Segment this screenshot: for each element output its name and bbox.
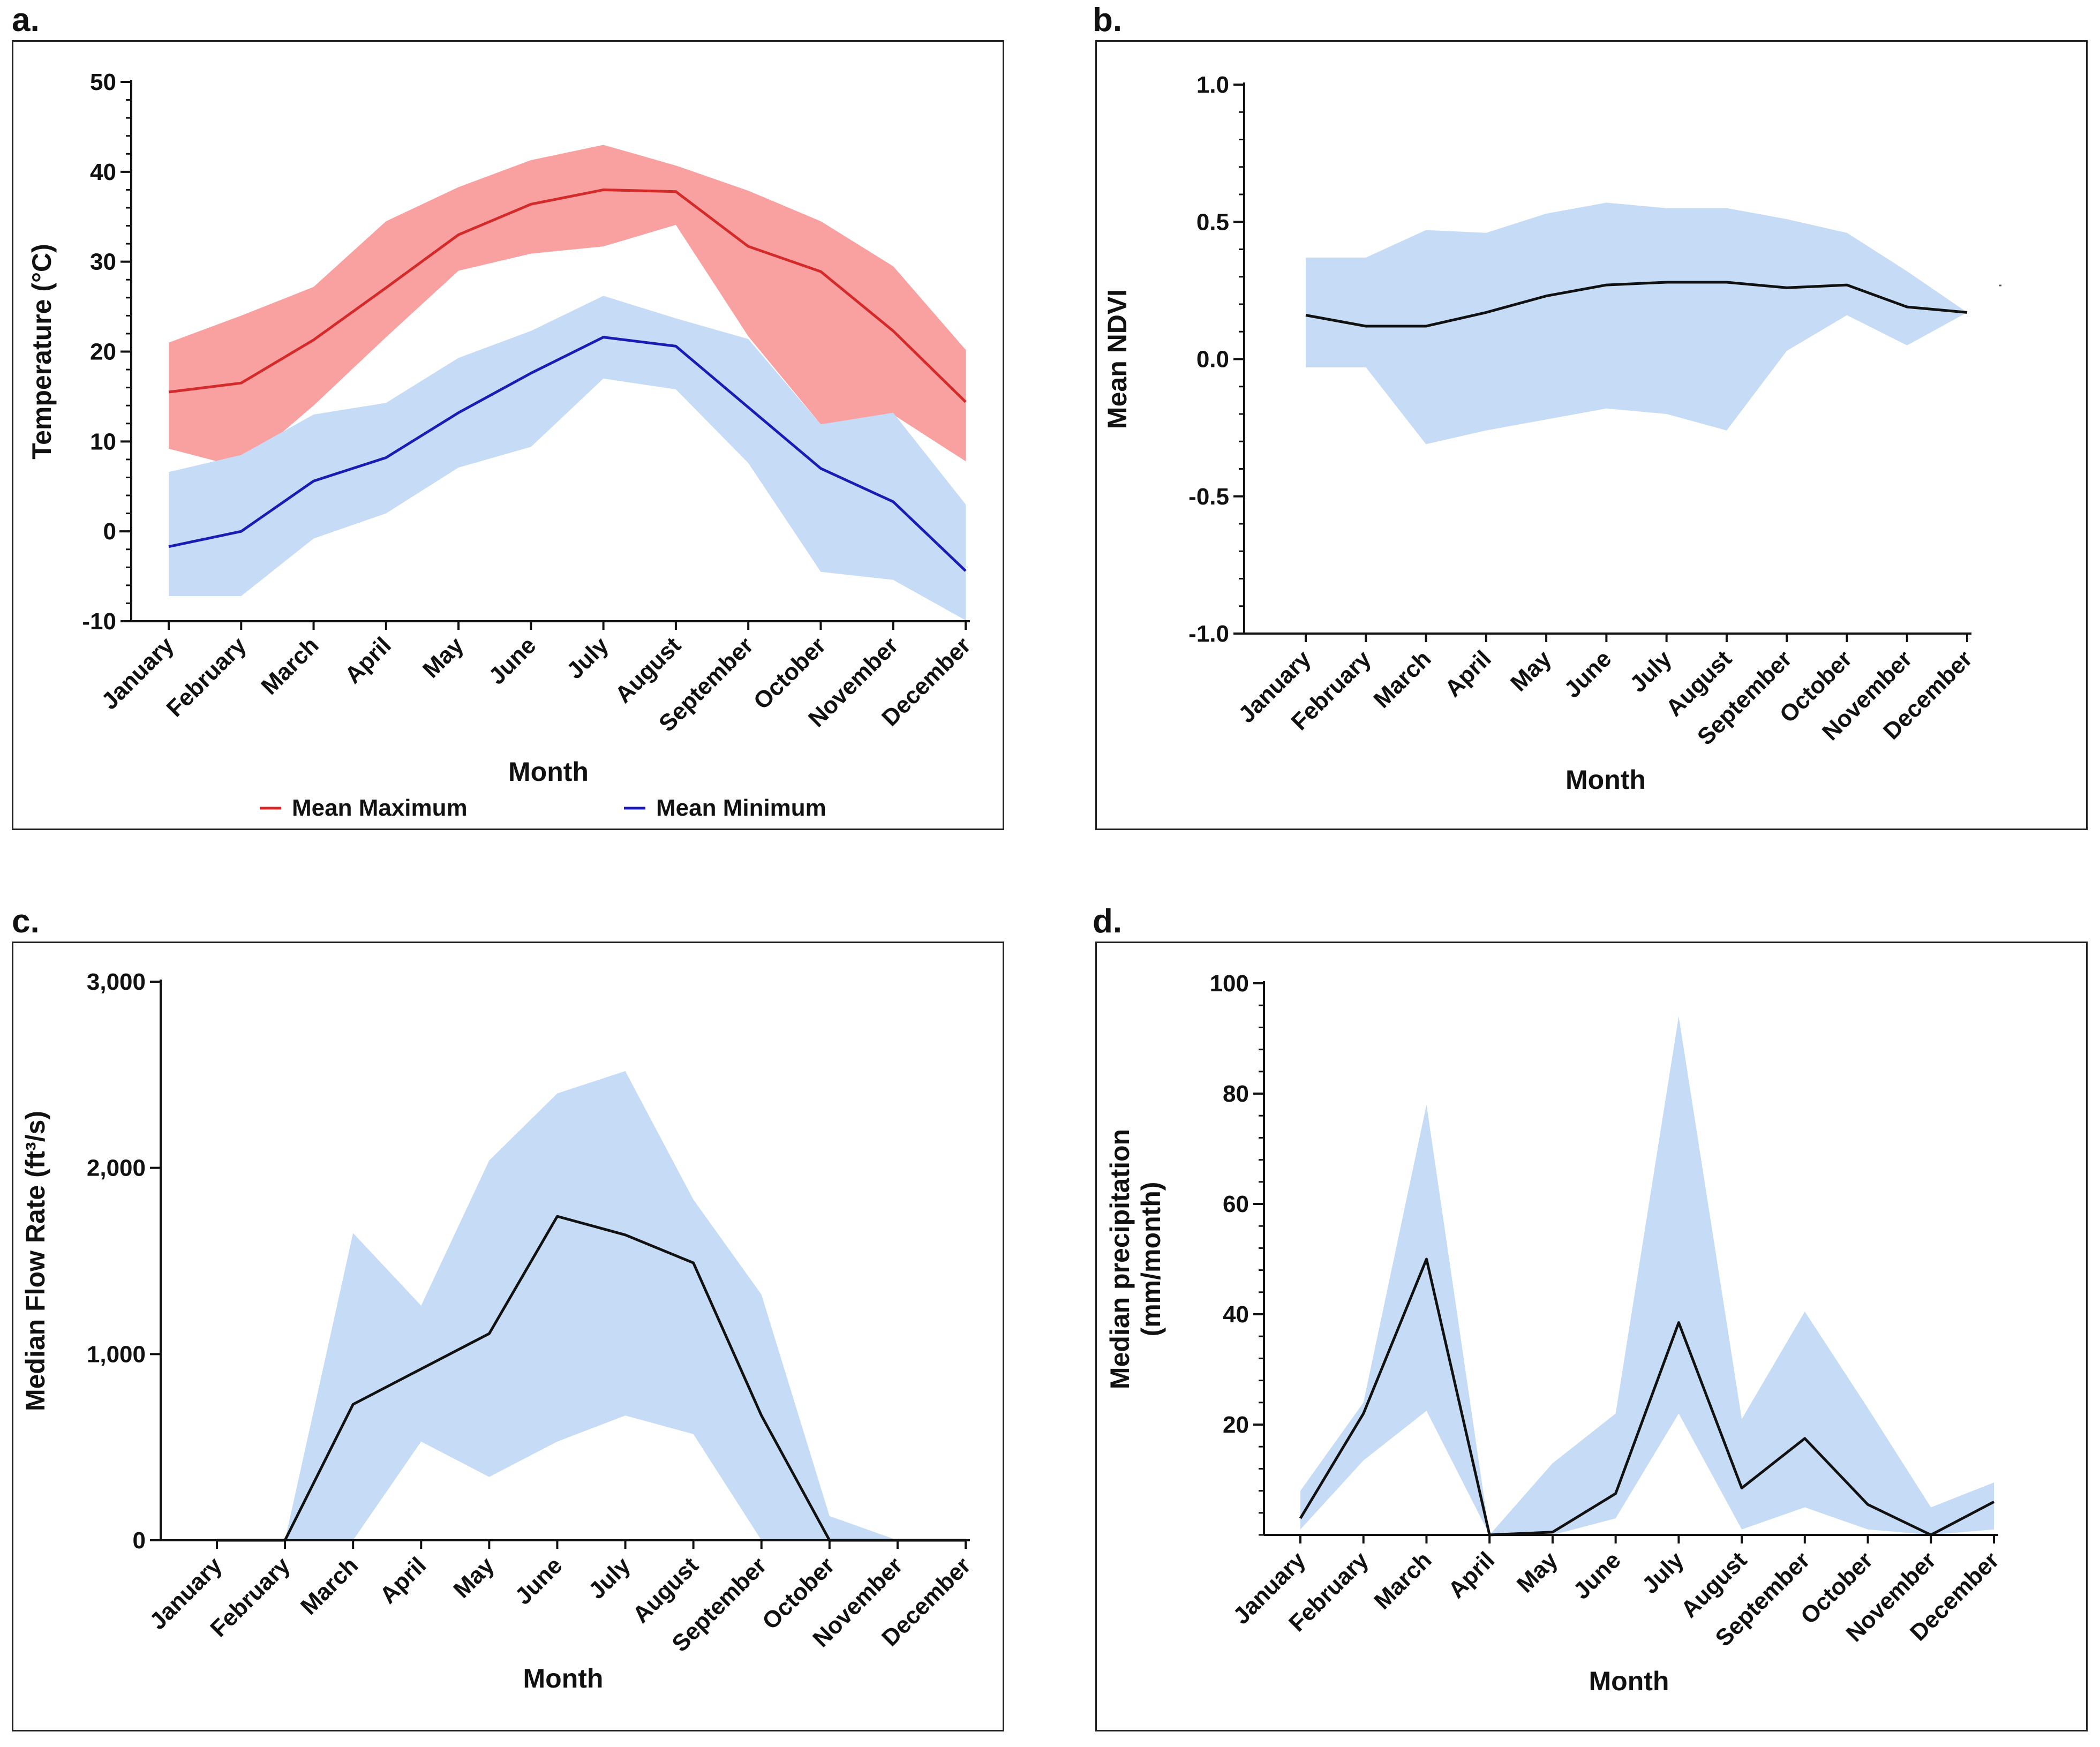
y-tick-label: 60 [1223,1191,1249,1217]
series-1-range-band [169,145,966,468]
y-tick-label: 3,000 [87,969,146,995]
y-axis-title-line: Median precipitation [1105,1129,1135,1389]
panel-c-flow-rate: 0 1,000 2,000 3,000 January February March Apri… [12,942,1004,1731]
x-tick-label: May [448,1552,500,1603]
y-tick-label: 100 [1210,970,1249,997]
panel-a-temperature: -10 0 10 20 30 40 50 January February March April M… [12,40,1004,830]
y-tick-label: 20 [90,339,116,365]
y-tick-label: 10 [90,428,116,455]
x-tick-label: March [296,1552,363,1620]
legend-label-1: Mean Maximum [292,795,468,821]
legend-label-2: Mean Minimum [656,795,826,821]
series-1-line [1299,1257,1995,1537]
series-2-range-band [169,296,966,621]
y-tick-label: 30 [90,249,116,275]
series-1-range-band [1300,1016,1994,1535]
y-tick-label: 20 [1223,1412,1249,1438]
series-1-range-band [217,1071,966,1540]
x-tick-label: February [162,632,252,722]
x-axis-title: Month [1565,765,1646,795]
y-axis-title: Median Flow Rate (ft³/s) [20,1111,50,1411]
y-axis-title-line: (mm/month) [1136,1182,1166,1337]
panel-label-c: c. [12,903,40,940]
x-axis-title: Month [523,1663,604,1693]
x-tick-label: June [1568,1547,1625,1604]
x-tick-label: July [1637,1547,1689,1599]
x-tick-label: March [1369,1547,1436,1614]
x-tick-label: April [375,1552,432,1609]
y-tick-label: 40 [90,159,116,185]
x-tick-label: July [584,1552,636,1604]
x-tick-label: April [1443,1547,1500,1603]
x-tick-label: June [1559,645,1616,703]
x-tick-label: July [1625,645,1677,697]
series-1-range-band [1306,202,1967,445]
x-tick-label: March [256,632,323,699]
x-tick-label: June [510,1552,567,1609]
y-tick-label: -10 [82,608,116,635]
panel-label-a: a. [12,2,40,39]
y-tick-label: 50 [90,69,116,95]
x-tick-label: March [1368,645,1436,713]
x-tick-label: July [562,632,614,684]
x-axis-title: Month [1589,1666,1669,1696]
x-tick-label: April [1440,645,1496,702]
x-tick-label: June [484,632,541,689]
series-1-line [168,188,967,403]
y-tick-label: 2,000 [87,1155,146,1181]
panel-b-ndvi: -1.0 -0.5 0.0 0.5 1.0 January February March Apr… [1095,40,2088,830]
x-tick-label: May [418,632,469,683]
y-tick-label: 1,000 [87,1341,146,1367]
y-tick-label: 80 [1223,1081,1249,1107]
y-tick-label: 0.0 [1196,347,1229,373]
panel-label-b: b. [1093,2,1123,39]
y-axis-title: Temperature (°C) [27,244,57,459]
x-tick-label: May [1506,645,1557,697]
series-2-line [168,336,967,572]
y-tick-label: -0.5 [1188,484,1229,510]
panel-label-d: d. [1093,903,1123,940]
y-tick-label: 0 [133,1527,146,1554]
series-1-line [1305,281,1968,328]
y-tick-label: 0.5 [1196,209,1229,235]
y-tick-label: 1.0 [1196,72,1229,98]
y-tick-label: -1.0 [1188,621,1229,647]
x-tick-label: May [1512,1547,1563,1598]
y-axis-title: Mean NDVI [1102,289,1132,429]
x-tick-label: April [340,632,396,689]
y-tick-label: 40 [1223,1301,1249,1328]
panel-d-precipitation: 20 40 60 80 100 January February March April May J… [1095,942,2088,1731]
x-axis-title: Month [508,757,589,787]
y-axis-title: Median precipitation(mm/month) [1105,1129,1166,1389]
series-1-line [217,1215,966,1542]
